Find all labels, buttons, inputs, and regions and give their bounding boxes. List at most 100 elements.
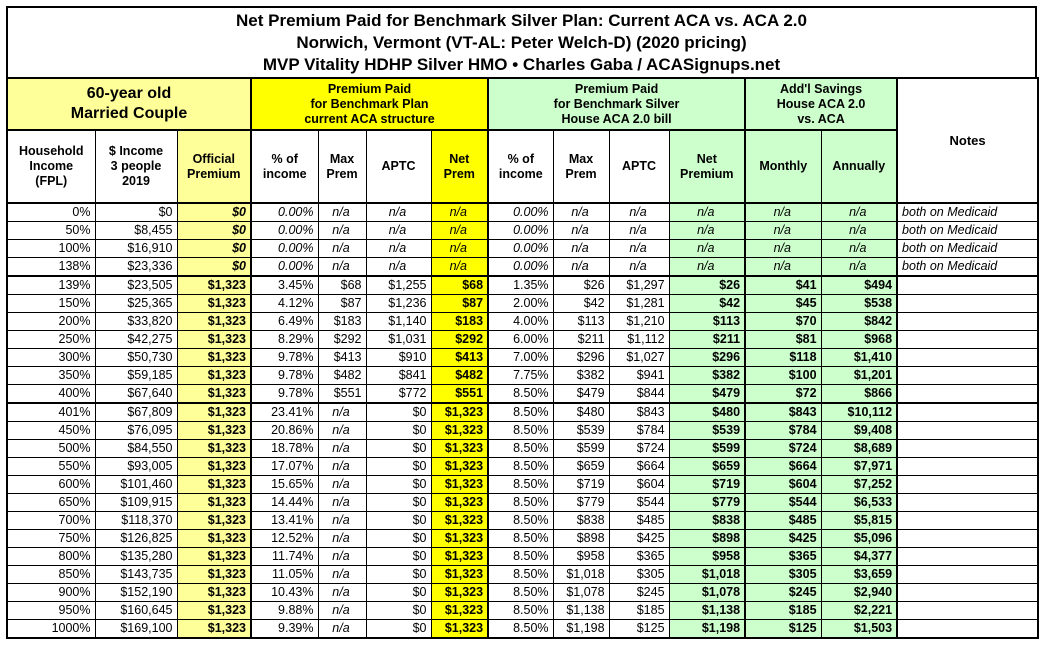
cell-aca2-max-prem[interactable]: n/a (552, 239, 610, 258)
cell-savings-annually[interactable]: $4,377 (820, 547, 898, 566)
cell-savings-monthly[interactable]: $81 (744, 330, 822, 349)
cell-aca-max-prem[interactable]: n/a (317, 619, 367, 639)
cell-savings-monthly[interactable]: $604 (744, 475, 822, 494)
cell-aca-aptc[interactable]: $0 (365, 439, 432, 458)
cell-aca-max-prem[interactable]: n/a (317, 402, 367, 422)
cell-income[interactable]: $16,910 (94, 239, 178, 258)
cell-savings-annually[interactable]: $968 (820, 330, 898, 349)
cell-aca2-net-premium[interactable]: $958 (668, 547, 746, 566)
cell-official-premium[interactable]: $0 (176, 202, 252, 222)
column-header-savings-monthly[interactable]: Monthly (744, 129, 822, 204)
cell-fpl[interactable]: 50% (6, 221, 96, 240)
cell-aca2-pct-income[interactable]: 8.50% (487, 583, 554, 602)
cell-official-premium[interactable]: $0 (176, 221, 252, 240)
cell-aca-pct-income[interactable]: 23.41% (250, 402, 319, 422)
cell-aca-net-prem[interactable]: $1,323 (430, 402, 489, 422)
cell-official-premium[interactable]: $1,323 (176, 421, 252, 440)
cell-aca2-aptc[interactable]: $1,210 (608, 312, 670, 331)
cell-official-premium[interactable]: $1,323 (176, 330, 252, 349)
cell-aca-net-prem[interactable]: $68 (430, 275, 489, 295)
cell-aca2-pct-income[interactable]: 7.00% (487, 348, 554, 367)
cell-fpl[interactable]: 100% (6, 239, 96, 258)
cell-aca2-net-premium[interactable]: $898 (668, 529, 746, 548)
cell-fpl[interactable]: 250% (6, 330, 96, 349)
cell-aca-aptc[interactable]: $0 (365, 421, 432, 440)
cell-aca2-aptc[interactable]: $784 (608, 421, 670, 440)
cell-official-premium[interactable]: $1,323 (176, 275, 252, 295)
cell-aca2-max-prem[interactable]: $296 (552, 348, 610, 367)
cell-fpl[interactable]: 950% (6, 601, 96, 620)
cell-savings-monthly[interactable]: $41 (744, 275, 822, 295)
cell-aca-pct-income[interactable]: 9.88% (250, 601, 319, 620)
cell-aca-aptc[interactable]: n/a (365, 221, 432, 240)
cell-aca-net-prem[interactable]: n/a (430, 239, 489, 258)
cell-aca2-net-premium[interactable]: n/a (668, 202, 746, 222)
cell-aca2-pct-income[interactable]: 8.50% (487, 565, 554, 584)
cell-aca-pct-income[interactable]: 0.00% (250, 257, 319, 277)
cell-aca2-pct-income[interactable]: 8.50% (487, 384, 554, 404)
cell-aca2-net-premium[interactable]: n/a (668, 221, 746, 240)
cell-aca-pct-income[interactable]: 14.44% (250, 493, 319, 512)
cell-income[interactable]: $50,730 (94, 348, 178, 367)
cell-official-premium[interactable]: $1,323 (176, 402, 252, 422)
cell-aca-max-prem[interactable]: n/a (317, 457, 367, 476)
cell-aca-pct-income[interactable]: 15.65% (250, 475, 319, 494)
cell-aca-net-prem[interactable]: $292 (430, 330, 489, 349)
cell-aca-net-prem[interactable]: $1,323 (430, 421, 489, 440)
cell-income[interactable]: $93,005 (94, 457, 178, 476)
cell-savings-monthly[interactable]: $843 (744, 402, 822, 422)
cell-aca2-pct-income[interactable]: 4.00% (487, 312, 554, 331)
cell-income[interactable]: $67,809 (94, 402, 178, 422)
cell-notes[interactable] (896, 294, 1039, 313)
cell-notes[interactable] (896, 457, 1039, 476)
cell-aca-aptc[interactable]: n/a (365, 257, 432, 277)
cell-savings-annually[interactable]: $1,201 (820, 366, 898, 385)
cell-savings-monthly[interactable]: n/a (744, 239, 822, 258)
cell-aca2-max-prem[interactable]: $26 (552, 275, 610, 295)
cell-aca-aptc[interactable]: $0 (365, 493, 432, 512)
cell-official-premium[interactable]: $1,323 (176, 384, 252, 404)
cell-aca2-max-prem[interactable]: $599 (552, 439, 610, 458)
cell-official-premium[interactable]: $1,323 (176, 312, 252, 331)
cell-aca-pct-income[interactable]: 6.49% (250, 312, 319, 331)
cell-official-premium[interactable]: $1,323 (176, 457, 252, 476)
cell-aca-aptc[interactable]: $0 (365, 457, 432, 476)
column-header-aca2-aptc[interactable]: APTC (608, 129, 670, 204)
cell-aca-max-prem[interactable]: n/a (317, 475, 367, 494)
cell-aca-pct-income[interactable]: 9.78% (250, 384, 319, 404)
cell-official-premium[interactable]: $1,323 (176, 565, 252, 584)
cell-aca-pct-income[interactable]: 0.00% (250, 202, 319, 222)
cell-income[interactable]: $118,370 (94, 511, 178, 530)
cell-fpl[interactable]: 139% (6, 275, 96, 295)
cell-notes[interactable] (896, 493, 1039, 512)
cell-fpl[interactable]: 800% (6, 547, 96, 566)
cell-notes[interactable]: both on Medicaid (896, 202, 1039, 222)
cell-savings-annually[interactable]: $494 (820, 275, 898, 295)
cell-aca-aptc[interactable]: $1,236 (365, 294, 432, 313)
cell-aca2-pct-income[interactable]: 7.75% (487, 366, 554, 385)
cell-aca-aptc[interactable]: $1,140 (365, 312, 432, 331)
cell-aca-pct-income[interactable]: 0.00% (250, 221, 319, 240)
cell-aca2-net-premium[interactable]: $26 (668, 275, 746, 295)
cell-savings-monthly[interactable]: $425 (744, 529, 822, 548)
cell-aca2-net-premium[interactable]: $1,018 (668, 565, 746, 584)
column-header-notes[interactable]: Notes (896, 77, 1039, 204)
cell-aca-net-prem[interactable]: $1,323 (430, 457, 489, 476)
cell-notes[interactable] (896, 384, 1039, 404)
cell-aca2-max-prem[interactable]: n/a (552, 202, 610, 222)
cell-aca-max-prem[interactable]: n/a (317, 202, 367, 222)
cell-notes[interactable] (896, 511, 1039, 530)
cell-fpl[interactable]: 1000% (6, 619, 96, 639)
cell-aca-aptc[interactable]: $1,031 (365, 330, 432, 349)
cell-aca-net-prem[interactable]: n/a (430, 221, 489, 240)
column-header-aca2-pct-income[interactable]: % of income (487, 129, 554, 204)
cell-aca-net-prem[interactable]: $1,323 (430, 601, 489, 620)
cell-aca-max-prem[interactable]: n/a (317, 529, 367, 548)
cell-aca2-max-prem[interactable]: $958 (552, 547, 610, 566)
cell-aca2-aptc[interactable]: $425 (608, 529, 670, 548)
cell-aca2-pct-income[interactable]: 0.00% (487, 257, 554, 277)
cell-aca-aptc[interactable]: $0 (365, 583, 432, 602)
cell-aca2-pct-income[interactable]: 8.50% (487, 619, 554, 639)
cell-aca-max-prem[interactable]: $68 (317, 275, 367, 295)
cell-fpl[interactable]: 300% (6, 348, 96, 367)
